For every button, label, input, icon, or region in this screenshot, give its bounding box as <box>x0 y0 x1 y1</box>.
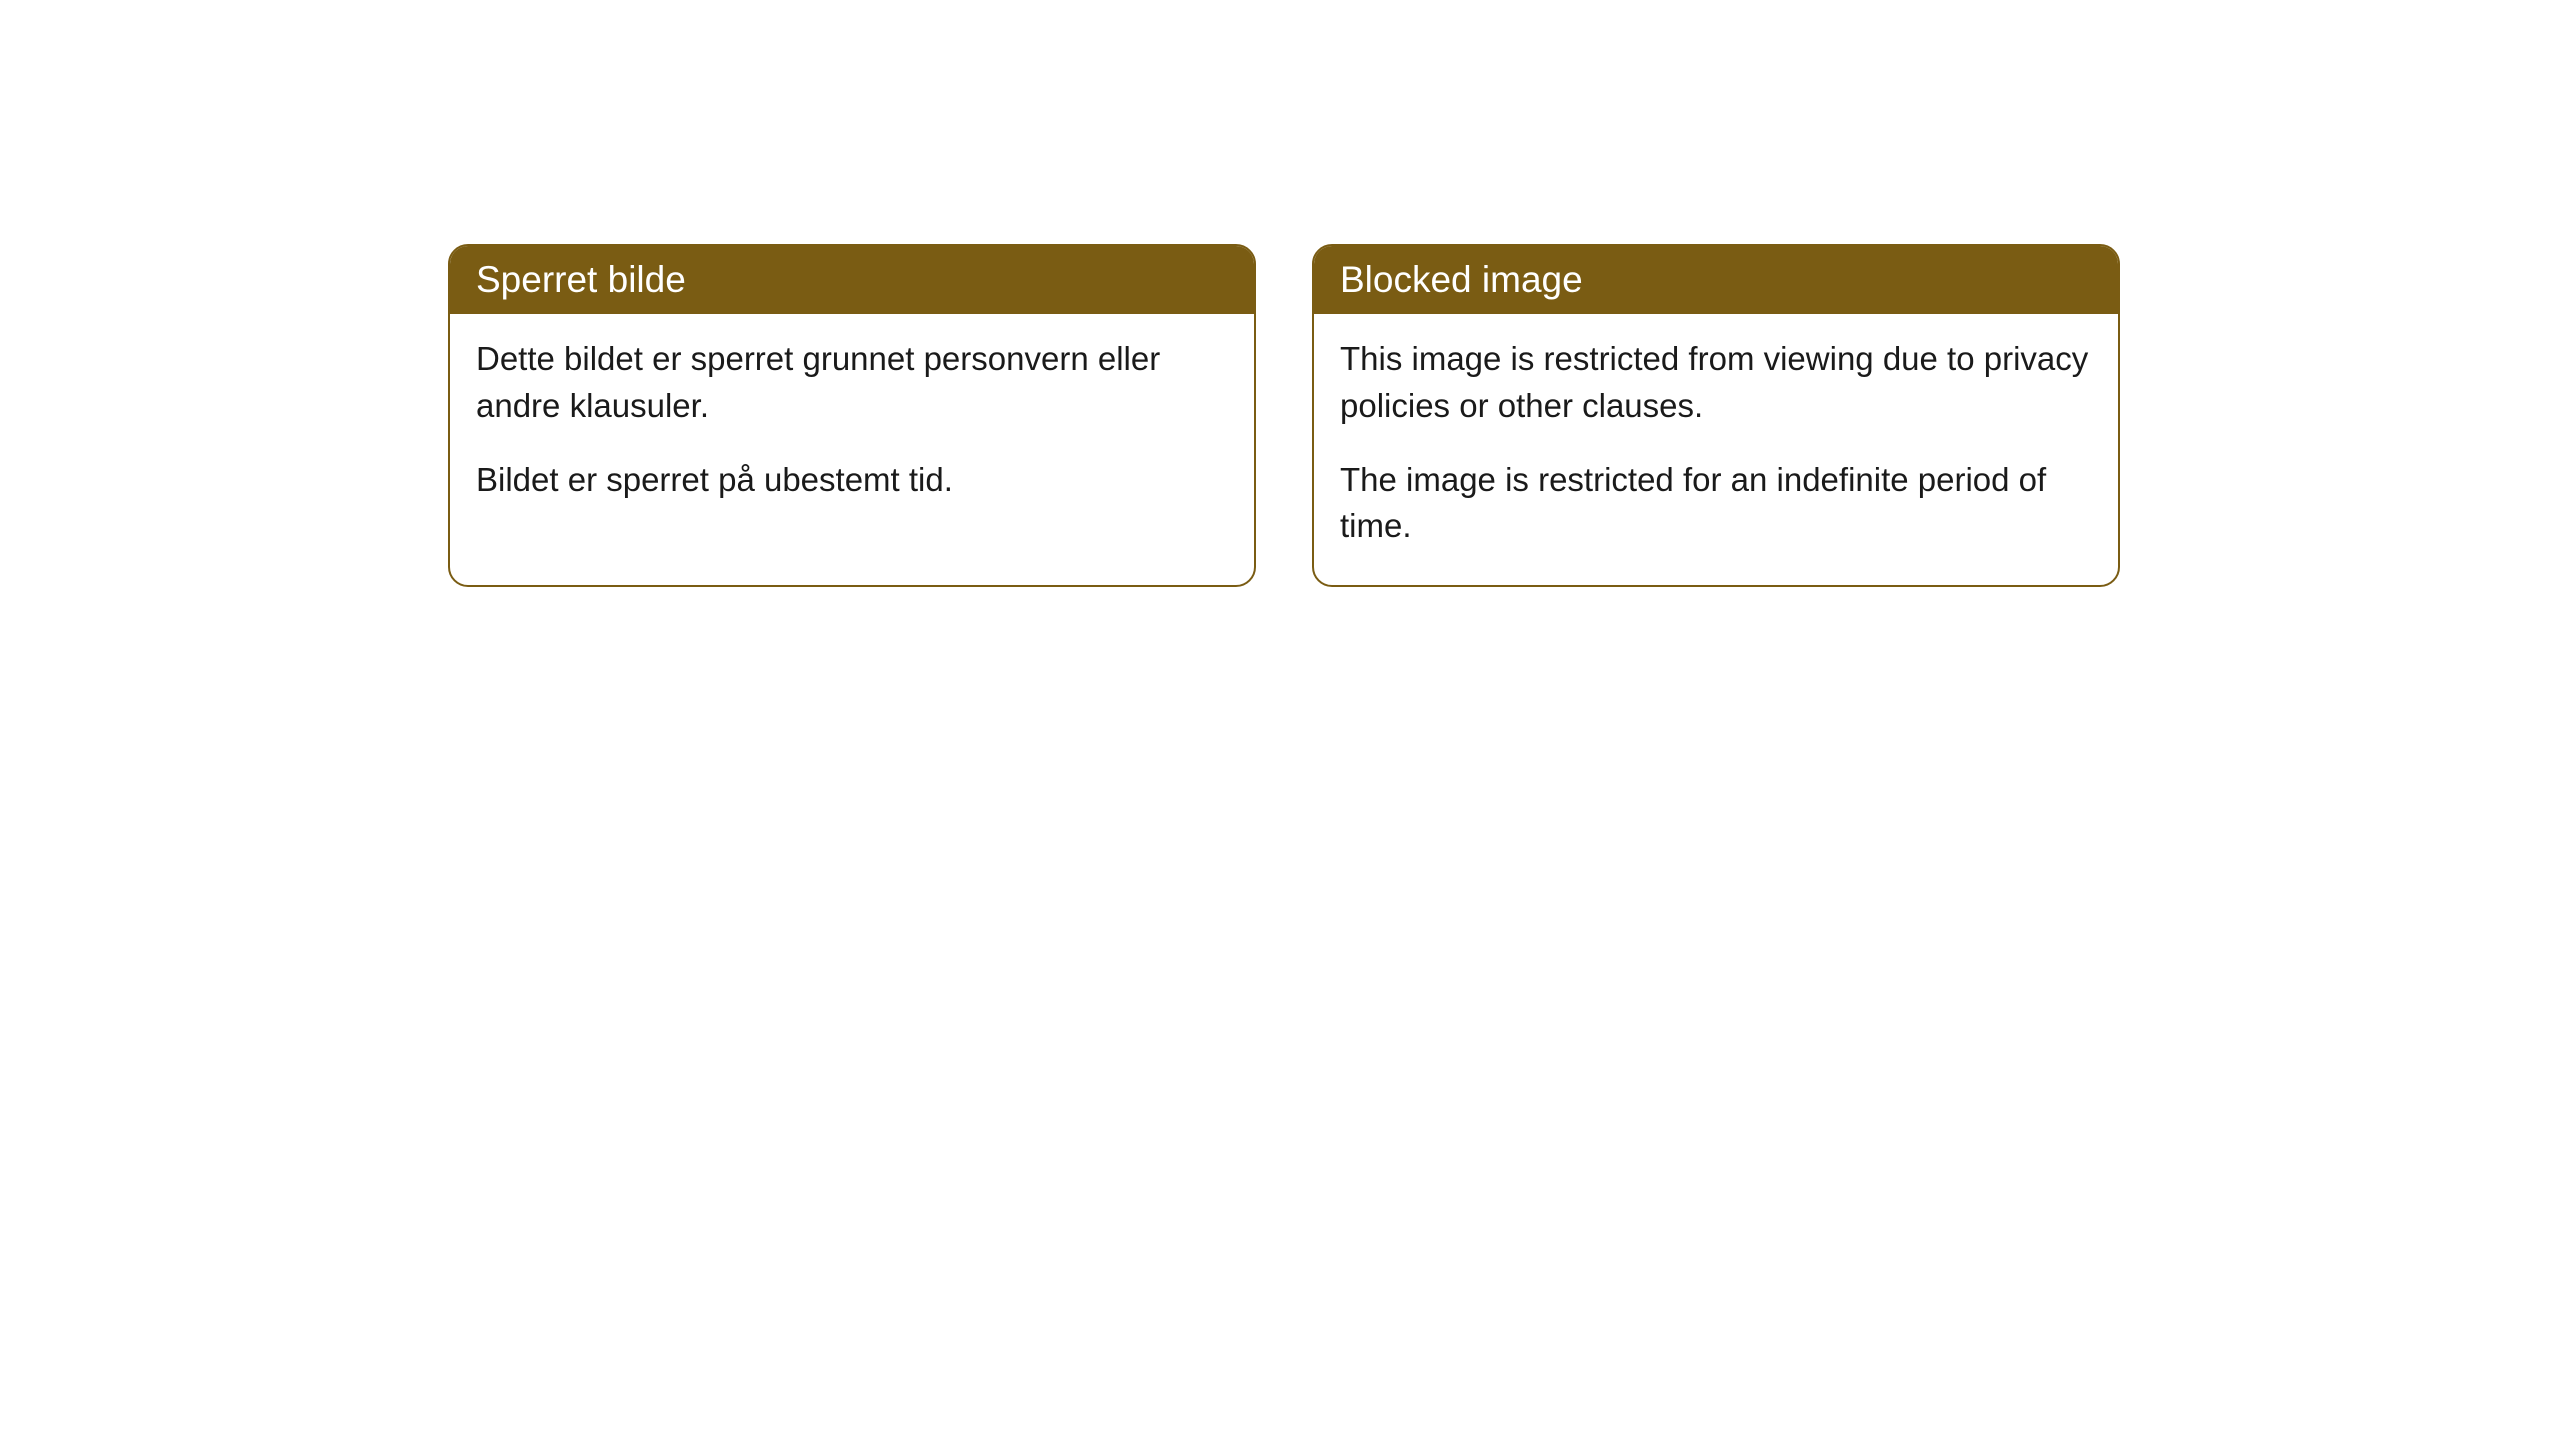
card-body: This image is restricted from viewing du… <box>1314 314 2118 585</box>
card-paragraph-1: This image is restricted from viewing du… <box>1340 336 2092 428</box>
blocked-image-card-english: Blocked image This image is restricted f… <box>1312 244 2120 587</box>
card-header: Sperret bilde <box>450 246 1254 314</box>
blocked-image-card-norwegian: Sperret bilde Dette bildet er sperret gr… <box>448 244 1256 587</box>
cards-container: Sperret bilde Dette bildet er sperret gr… <box>448 244 2120 587</box>
card-paragraph-2: Bildet er sperret på ubestemt tid. <box>476 457 1228 503</box>
card-body: Dette bildet er sperret grunnet personve… <box>450 314 1254 539</box>
card-title: Blocked image <box>1340 259 1583 300</box>
card-paragraph-1: Dette bildet er sperret grunnet personve… <box>476 336 1228 428</box>
card-header: Blocked image <box>1314 246 2118 314</box>
card-paragraph-2: The image is restricted for an indefinit… <box>1340 457 2092 549</box>
card-title: Sperret bilde <box>476 259 686 300</box>
